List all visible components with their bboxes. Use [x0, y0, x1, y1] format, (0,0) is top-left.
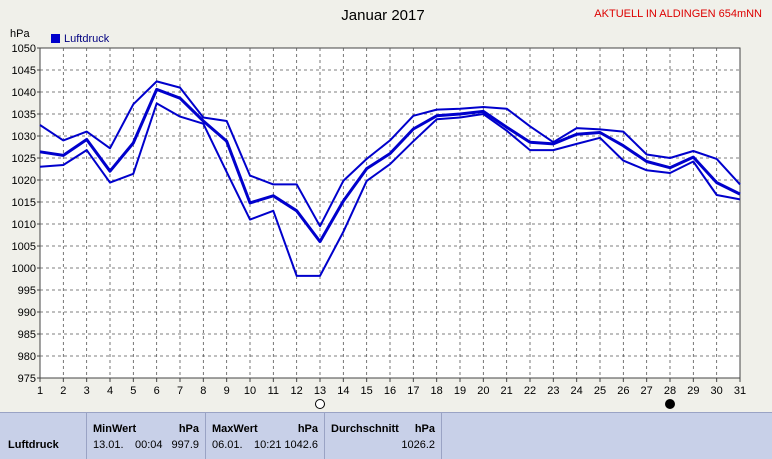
- avg-unit: hPa: [414, 423, 435, 435]
- y-tick-label: 1050: [12, 43, 36, 55]
- y-tick-label: 985: [18, 329, 36, 341]
- y-tick-label: 1010: [12, 219, 36, 231]
- min-head: MinWert: [93, 423, 137, 435]
- moon-full-icon: [315, 399, 325, 409]
- avg-value: 1026.2: [401, 439, 435, 451]
- x-tick-label: 2: [60, 385, 66, 397]
- min-unit: hPa: [178, 423, 199, 435]
- x-tick-label: 8: [200, 385, 206, 397]
- x-tick-label: 14: [337, 385, 349, 397]
- x-tick-label: 5: [130, 385, 136, 397]
- legend-label: Luftdruck: [64, 33, 110, 45]
- moon-new-icon: [665, 399, 675, 409]
- y-tick-label: 1040: [12, 87, 36, 99]
- x-tick-label: 19: [454, 385, 466, 397]
- x-tick-label: 6: [154, 385, 160, 397]
- x-tick-label: 26: [617, 385, 629, 397]
- y-tick-label: 995: [18, 285, 36, 297]
- x-tick-label: 10: [244, 385, 256, 397]
- x-tick-label: 15: [361, 385, 373, 397]
- x-tick-label: 17: [407, 385, 419, 397]
- stats-row-label: Luftdruck: [8, 439, 59, 451]
- series-line-mean: [39, 87, 741, 244]
- avg-head: Durchschnitt: [331, 423, 399, 435]
- y-tick-label: 1015: [12, 197, 36, 209]
- max-time: 10:21: [254, 439, 282, 451]
- min-value: 997.9: [171, 439, 199, 451]
- x-tick-label: 7: [177, 385, 183, 397]
- x-tick-label: 27: [641, 385, 653, 397]
- stats-avg-cell: Durchschnitt hPa 1026.2: [325, 413, 442, 459]
- y-tick-label: 975: [18, 373, 36, 385]
- series-line-max: [39, 80, 741, 228]
- x-tick-label: 29: [687, 385, 699, 397]
- x-tick-label: 9: [224, 385, 230, 397]
- y-tick-label: 1020: [12, 175, 36, 187]
- x-tick-label: 25: [594, 385, 606, 397]
- x-tick-label: 30: [711, 385, 723, 397]
- x-tick-label: 1: [37, 385, 43, 397]
- chart: Januar 2017 AKTUELL IN ALDINGEN 654mNN h…: [10, 7, 762, 409]
- stats-label-cell: Luftdruck: [0, 413, 87, 459]
- x-tick-label: 24: [571, 385, 583, 397]
- y-tick-label: 1000: [12, 263, 36, 275]
- x-tick-label: 23: [547, 385, 559, 397]
- x-tick-label: 20: [477, 385, 489, 397]
- stats-min-cell: MinWert hPa 13.01. 00:04 997.9: [87, 413, 206, 459]
- x-tick-label: 12: [291, 385, 303, 397]
- min-time: 00:04: [135, 439, 163, 451]
- max-value: 1042.6: [284, 439, 318, 451]
- x-tick-label: 28: [664, 385, 676, 397]
- y-tick-label: 1045: [12, 65, 36, 77]
- y-tick-label: 1035: [12, 109, 36, 121]
- x-tick-label: 11: [268, 385, 279, 397]
- x-tick-label: 22: [524, 385, 536, 397]
- x-tick-label: 21: [501, 385, 513, 397]
- y-tick-label: 1030: [12, 131, 36, 143]
- max-head: MaxWert: [212, 423, 258, 435]
- stats-max-cell: MaxWert hPa 06.01. 10:21 1042.6: [206, 413, 325, 459]
- x-tick-label: 18: [431, 385, 443, 397]
- legend-swatch: [51, 34, 60, 43]
- y-tick-label: 980: [18, 351, 36, 363]
- y-axis-label: hPa: [10, 28, 30, 40]
- y-tick-label: 990: [18, 307, 36, 319]
- x-tick-label: 3: [84, 385, 90, 397]
- x-tick-label: 4: [107, 385, 113, 397]
- max-unit: hPa: [297, 423, 318, 435]
- y-tick-label: 1025: [12, 153, 36, 165]
- x-tick-label: 16: [384, 385, 396, 397]
- min-date: 13.01.: [93, 439, 124, 451]
- y-tick-label: 1005: [12, 241, 36, 253]
- x-tick-label: 31: [734, 385, 746, 397]
- series-line-min: [39, 102, 741, 277]
- x-tick-label: 13: [314, 385, 326, 397]
- stats-panel: Luftdruck MinWert hPa 13.01. 00:04 997.9…: [0, 412, 772, 459]
- chart-title: Januar 2017: [341, 7, 424, 24]
- max-date: 06.01.: [212, 439, 243, 451]
- station-label: AKTUELL IN ALDINGEN 654mNN: [594, 8, 762, 20]
- chart-svg: Januar 2017 AKTUELL IN ALDINGEN 654mNN h…: [10, 7, 762, 409]
